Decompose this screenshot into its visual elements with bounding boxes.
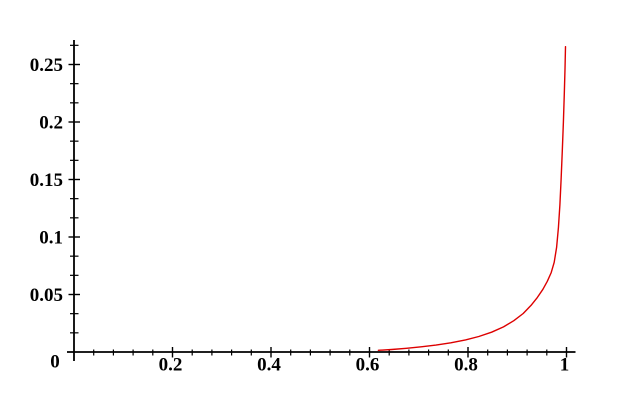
- y-tick-label: 0.1: [39, 228, 63, 249]
- x-tick-label: 0.4: [257, 355, 281, 376]
- y-tick-label: 0.05: [30, 285, 63, 306]
- y-tick-label: 0.15: [30, 170, 63, 191]
- x-tick-label: 0.8: [454, 355, 478, 376]
- curve-path: [377, 46, 567, 351]
- y-tick-label: 0.2: [39, 113, 63, 134]
- origin-label: 0: [50, 352, 60, 373]
- x-tick-label: 1: [560, 355, 570, 376]
- x-tick-label: 0.2: [159, 355, 183, 376]
- y-tick-label: 0.25: [30, 55, 63, 76]
- x-tick-label: 0.6: [356, 355, 380, 376]
